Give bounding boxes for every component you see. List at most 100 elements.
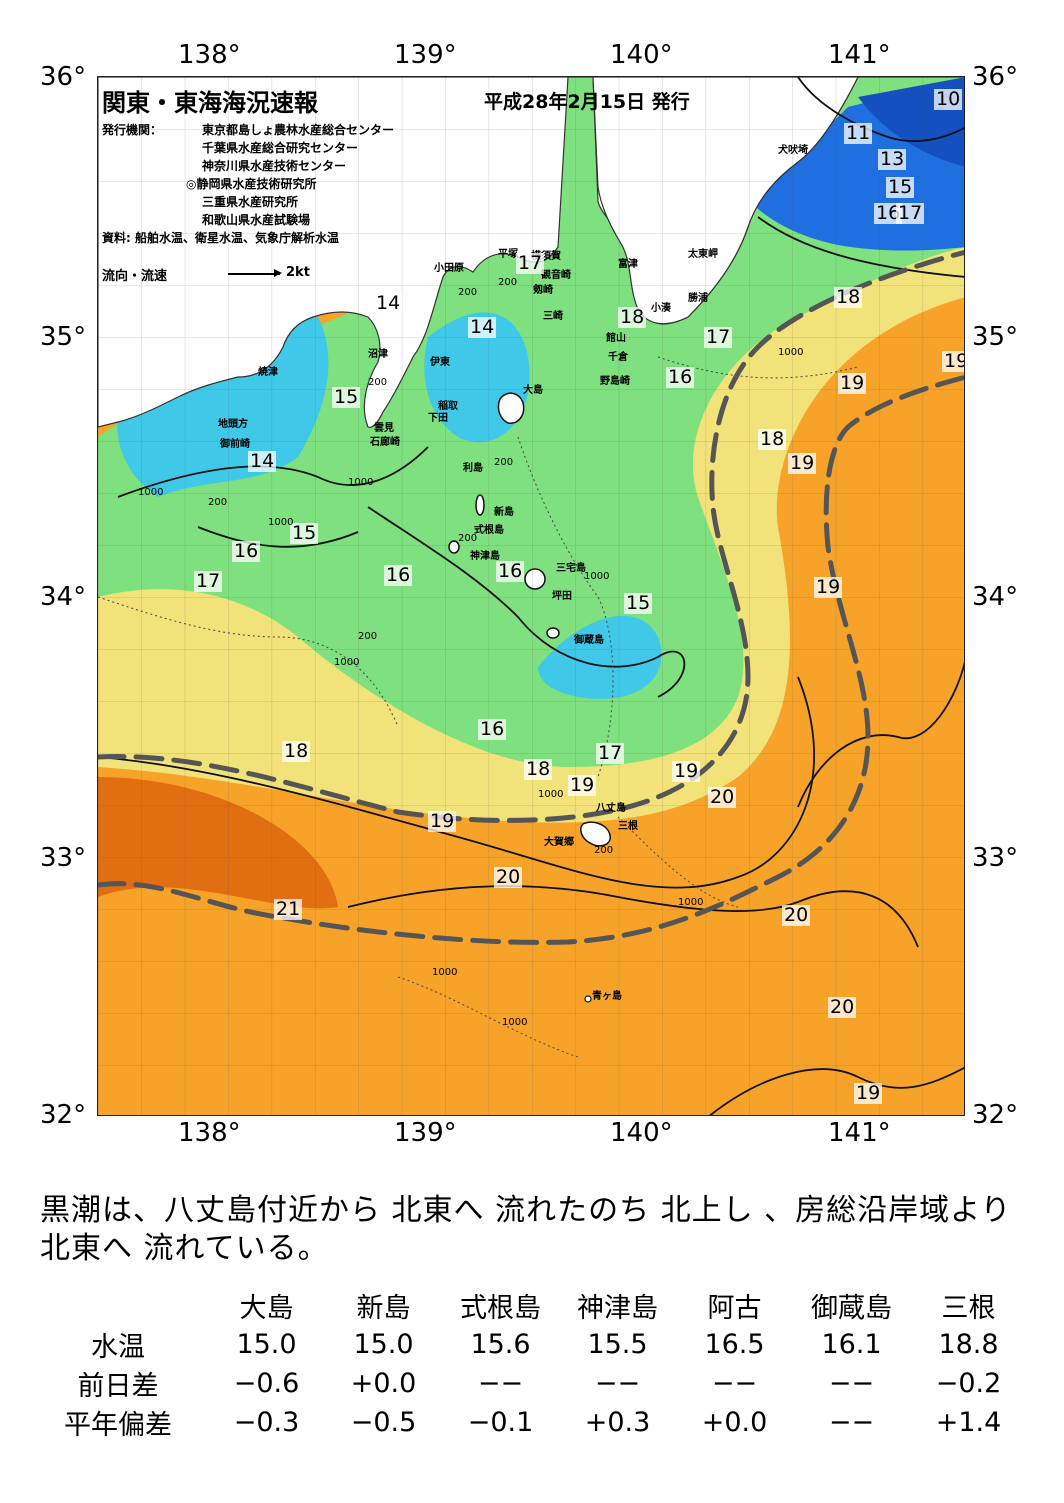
issue-date: 平成28年2月15日 発行 [484, 91, 690, 113]
lon-label-bottom: 141° [828, 1118, 891, 1148]
depth-label: 1000 [432, 967, 458, 978]
lat-label-left: 32° [40, 1100, 87, 1130]
row-header: 水温 [91, 1332, 145, 1363]
isotherm-label: 19 [428, 810, 457, 832]
isotherm-label: 18 [834, 286, 863, 308]
lon-label-bottom: 139° [394, 1118, 457, 1148]
table-cell: 15.5 [587, 1329, 648, 1360]
lat-label-right: 35° [972, 322, 1019, 352]
place-label: 式根島 [474, 525, 504, 536]
isotherm-label: 16 [496, 560, 525, 582]
isotherm-label: 19 [854, 1082, 883, 1104]
depth-label: 1000 [334, 657, 360, 668]
depth-label: 1000 [778, 347, 804, 358]
lon-label-bottom: 138° [178, 1118, 241, 1148]
isotherm-label: 17 [194, 570, 223, 592]
arrowhead-icon [274, 269, 282, 277]
table-cell: −− [828, 1368, 875, 1399]
depth-label: 1000 [538, 789, 564, 800]
place-label: 利島 [463, 463, 483, 474]
table-cell: −0.3 [233, 1407, 300, 1438]
map-title: 関東・東海海況速報 [102, 89, 318, 117]
place-label: 三根 [618, 821, 638, 832]
isotherm-label: 16 [232, 540, 261, 562]
temperature-table: 大島 新島 式根島 神津島 阿古 御蔵島 三根 水温 15.0 15.0 15.… [28, 1286, 1027, 1442]
table-cell: 16.5 [704, 1329, 765, 1360]
lon-label-top: 141° [828, 40, 891, 70]
table-cell: 15.0 [353, 1329, 414, 1360]
place-label: 新島 [494, 507, 514, 518]
table-cell: −0.6 [233, 1368, 300, 1399]
place-label: 雲見 [374, 423, 394, 434]
table-cell: +0.0 [701, 1407, 768, 1438]
place-label: 青ヶ島 [592, 991, 622, 1002]
place-label: 館山 [606, 333, 626, 344]
column-header: 式根島 [460, 1293, 541, 1324]
isotherm-label: 18 [282, 740, 311, 762]
issuer-item: 和歌山県水産試験場 [202, 213, 311, 227]
lon-label-bottom: 140° [610, 1118, 673, 1148]
place-label: 観音崎 [541, 270, 571, 281]
lat-label-left: 33° [40, 843, 87, 873]
column-header: 三根 [941, 1293, 996, 1324]
issuer-item: ◎静岡県水産技術研究所 [186, 177, 317, 191]
table-cell: −0.1 [467, 1407, 534, 1438]
isotherm-label: 19 [838, 372, 867, 394]
isotherm-label: 20 [494, 866, 523, 888]
depth-label: 200 [208, 497, 228, 508]
isotherm-label: 10 [934, 88, 963, 110]
isotherm-label: 19 [568, 774, 597, 796]
data-source: 資料: 船舶水温、衛星水温、気象庁解析水温 [102, 231, 339, 245]
table-cell: −0.5 [350, 1407, 417, 1438]
depth-label: 200 [458, 287, 478, 298]
table-row: 平年偏差 −0.3 −0.5 −0.1 +0.3 +0.0 −− +1.4 [28, 1403, 1027, 1442]
legend-scale: 2kt [286, 265, 310, 280]
isotherm-label: 19 [672, 760, 701, 782]
place-label: 大島 [523, 385, 543, 396]
depth-label: 200 [458, 533, 478, 544]
table-cell: −− [594, 1368, 641, 1399]
table-cell: 16.1 [821, 1329, 882, 1360]
column-header: 阿古 [707, 1293, 762, 1324]
isotherm-label: 17 [896, 202, 925, 224]
place-label: 御前崎 [220, 439, 250, 450]
isotherm-label: 19 [814, 576, 843, 598]
lat-label-left: 35° [40, 322, 87, 352]
isotherm-label: 17 [516, 252, 545, 274]
table-cell: −− [828, 1407, 875, 1438]
isotherm-label: 17 [596, 742, 625, 764]
depth-label: 200 [358, 631, 378, 642]
column-header: 神津島 [577, 1293, 658, 1324]
place-label: 神津島 [470, 551, 500, 562]
table-cell: +0.0 [350, 1368, 417, 1399]
place-label: 横須賀 [531, 251, 561, 262]
table-cell: 15.6 [470, 1329, 531, 1360]
table-row: 水温 15.0 15.0 15.6 15.5 16.5 16.1 18.8 [28, 1325, 1027, 1364]
depth-label: 1000 [502, 1017, 528, 1028]
table-row: 前日差 −0.6 +0.0 −− −− −− −− −0.2 [28, 1364, 1027, 1403]
table-cell: +1.4 [935, 1407, 1002, 1438]
place-label: 坪田 [552, 591, 572, 602]
place-label: 三崎 [543, 311, 563, 322]
column-header: 新島 [356, 1293, 411, 1324]
isotherm-label: 17 [704, 326, 733, 348]
place-label: 犬吠埼 [778, 145, 808, 156]
isotherm-label: 21 [274, 898, 303, 920]
lat-label-right: 32° [972, 1100, 1019, 1130]
table-cell: 18.8 [938, 1329, 999, 1360]
place-label: 千倉 [608, 352, 628, 363]
kuroshio-description: 黒潮は、八丈島付近から 北東へ 流れたのち 北上し 、房総沿岸域より 北東へ 流… [40, 1193, 1012, 1266]
isotherm-label: 14 [248, 450, 277, 472]
depth-label: 1000 [138, 487, 164, 498]
place-label: 小湊 [651, 303, 671, 314]
depth-label: 200 [494, 457, 514, 468]
place-label: 石廊崎 [370, 437, 400, 448]
isotherm-label: 18 [758, 428, 787, 450]
place-label: 野島崎 [600, 376, 630, 387]
depth-label: 1000 [584, 571, 610, 582]
legend-label: 流向・流速 [102, 269, 168, 284]
isotherm-label: 18 [524, 758, 553, 780]
place-label: 八丈島 [596, 803, 626, 814]
depth-label: 1000 [678, 897, 704, 908]
isotherm-label: 20 [782, 904, 811, 926]
